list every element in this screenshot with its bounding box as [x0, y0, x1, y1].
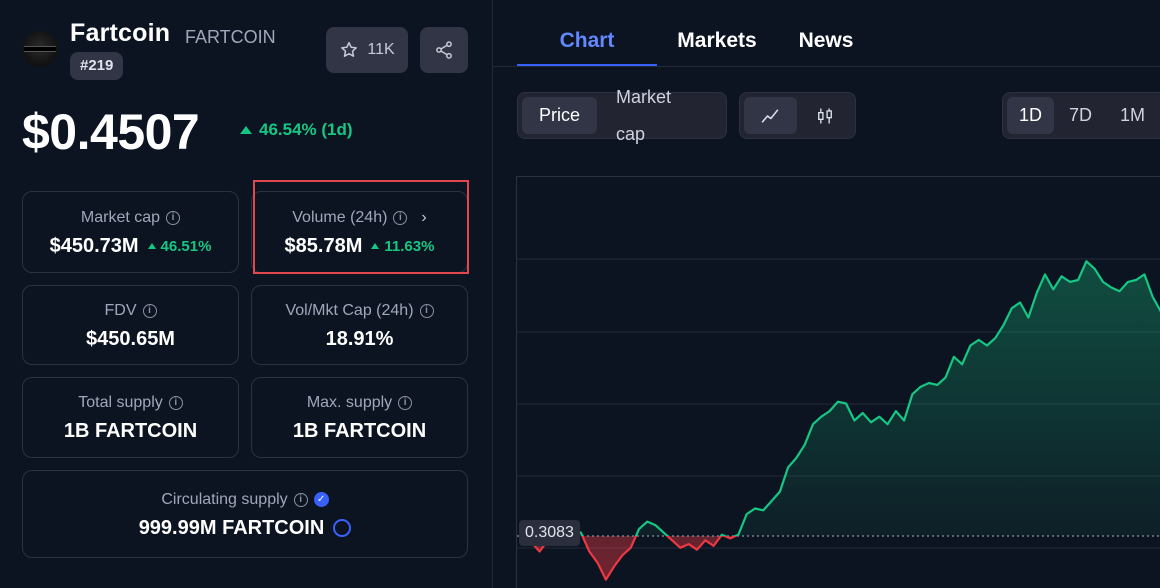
- tabs-divider: [493, 66, 1160, 67]
- verified-icon[interactable]: ✓: [313, 492, 329, 507]
- info-icon[interactable]: i: [142, 303, 157, 318]
- circulating-supply-card: Circulating supply i ✓ 999.99M FARTCOIN: [22, 470, 468, 558]
- candlestick-icon: [817, 108, 832, 123]
- current-price: $0.4507: [22, 104, 200, 160]
- line-chart-icon: [762, 108, 779, 123]
- coin-overview-panel: Fartcoin FARTCOIN #219 11K $0.4507 46.54…: [0, 0, 492, 588]
- total-supply-label: Total supply: [78, 394, 163, 411]
- volume-card[interactable]: Volume (24h) i › $85.78M 11.63%: [251, 191, 468, 273]
- arrow-up-icon: [240, 126, 252, 134]
- vol-mkt-cap-label: Vol/Mkt Cap (24h): [285, 301, 414, 319]
- price-line-down: [527, 536, 739, 581]
- tab-markets[interactable]: Markets: [677, 29, 757, 52]
- tab-chart[interactable]: Chart: [517, 0, 657, 67]
- max-supply-card: Max. supply i 1B FARTCOIN: [251, 377, 468, 458]
- volume-value: $85.78M: [284, 234, 363, 257]
- chevron-right-icon[interactable]: ›: [421, 208, 427, 226]
- coin-symbol: FARTCOIN: [185, 27, 276, 47]
- market-cap-value: $450.73M: [49, 234, 139, 257]
- time-range-toggle: 1D 7D 1M: [1002, 92, 1160, 139]
- metric-price-option[interactable]: Price: [522, 97, 598, 134]
- info-icon[interactable]: i: [166, 210, 181, 225]
- metric-market-cap-option[interactable]: Market cap: [616, 86, 672, 144]
- circulating-supply-value: 999.99M FARTCOIN: [138, 516, 325, 539]
- vol-mkt-cap-value: 18.91%: [325, 327, 394, 350]
- market-cap-change: 46.51%: [160, 237, 212, 255]
- range-7d-option[interactable]: 7D: [1069, 105, 1093, 125]
- tab-news[interactable]: News: [798, 29, 854, 52]
- rank-badge: #219: [70, 52, 124, 80]
- main-tabs: Chart Markets News: [517, 0, 875, 67]
- share-icon: [436, 41, 452, 59]
- volume-label: Volume (24h): [292, 208, 388, 226]
- watchlist-count: 11K: [367, 41, 395, 58]
- chart-type-toggle: [739, 92, 856, 139]
- price-change-value: 46.54% (1d): [259, 120, 353, 139]
- market-cap-label: Market cap: [80, 208, 161, 226]
- volume-change: 11.63%: [384, 237, 435, 255]
- area-above-baseline: [523, 261, 1160, 537]
- line-chart-option[interactable]: [744, 97, 797, 134]
- info-icon[interactable]: i: [398, 396, 413, 410]
- range-1m-option[interactable]: 1M: [1120, 105, 1146, 125]
- supply-progress-ring-icon[interactable]: [333, 519, 352, 537]
- info-icon[interactable]: i: [168, 396, 183, 410]
- panel-divider: [492, 0, 493, 588]
- candlestick-option[interactable]: [799, 97, 852, 134]
- range-1d-option[interactable]: 1D: [1007, 97, 1055, 134]
- price-chart[interactable]: [516, 176, 1160, 588]
- max-supply-label: Max. supply: [306, 394, 393, 411]
- price-change: 46.54% (1d): [240, 120, 353, 140]
- arrow-up-icon: [147, 243, 156, 249]
- metric-toggle: Price Market cap: [517, 86, 727, 144]
- info-icon[interactable]: i: [293, 492, 308, 507]
- fdv-card: FDV i $450.65M: [22, 285, 239, 365]
- fartcoin-logo: [22, 31, 58, 67]
- total-supply-card: Total supply i 1B FARTCOIN: [22, 377, 239, 458]
- price-chart-svg: [517, 258, 1160, 581]
- circulating-supply-label: Circulating supply: [161, 490, 288, 508]
- coin-name: Fartcoin: [70, 19, 171, 47]
- fdv-label: FDV: [104, 301, 137, 319]
- star-icon: [341, 41, 358, 57]
- max-supply-value: 1B FARTCOIN: [292, 420, 427, 442]
- price-line-up: [521, 260, 1160, 537]
- info-icon[interactable]: i: [393, 210, 408, 225]
- total-supply-value: 1B FARTCOIN: [63, 420, 198, 442]
- fdv-value: $450.65M: [86, 327, 175, 350]
- baseline-price-label: 0.3083: [519, 520, 580, 546]
- share-button[interactable]: [420, 27, 468, 73]
- watchlist-button[interactable]: 11K: [326, 27, 408, 73]
- vol-mkt-cap-card: Vol/Mkt Cap (24h) i 18.91%: [251, 285, 468, 365]
- arrow-up-icon: [371, 243, 380, 249]
- market-cap-card[interactable]: Market cap i $450.73M 46.51%: [22, 191, 239, 273]
- info-icon[interactable]: i: [419, 303, 434, 318]
